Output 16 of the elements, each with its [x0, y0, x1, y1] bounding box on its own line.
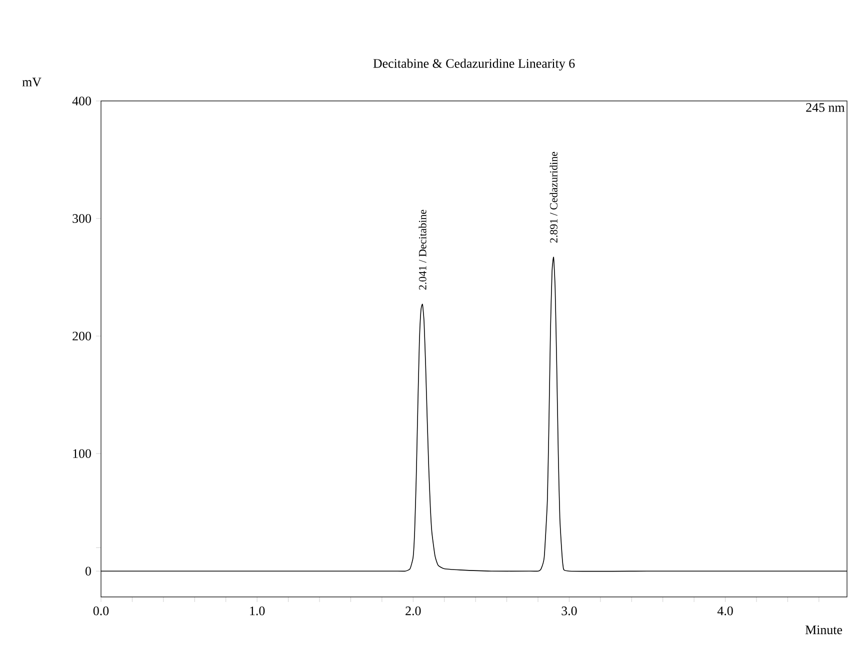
annotation: 2.041 / Decitabine	[418, 210, 426, 290]
y-tick-label: 200	[72, 332, 91, 340]
y-tick-label: 400	[72, 96, 91, 106]
x-tick-label: 0.0	[93, 606, 109, 616]
x-tick-label: 3.0	[562, 606, 577, 616]
x-axis-title: Minute	[805, 626, 842, 634]
annotation: 2.891 / Cedazuridine	[550, 152, 558, 243]
x-tick-label: 2.0	[406, 606, 421, 616]
annotation: 245 nm	[806, 103, 845, 112]
x-tick-label: 1.0	[250, 606, 265, 616]
y-tick-label: 0	[86, 566, 91, 576]
chart-title: Decitabine & Cedazuridine Linearity 6	[373, 58, 575, 70]
x-tick-label: 4.0	[717, 606, 733, 616]
y-tick-label: 300	[72, 214, 91, 223]
y-axis-title: mV	[22, 78, 42, 86]
y-tick-label: 100	[73, 449, 91, 458]
